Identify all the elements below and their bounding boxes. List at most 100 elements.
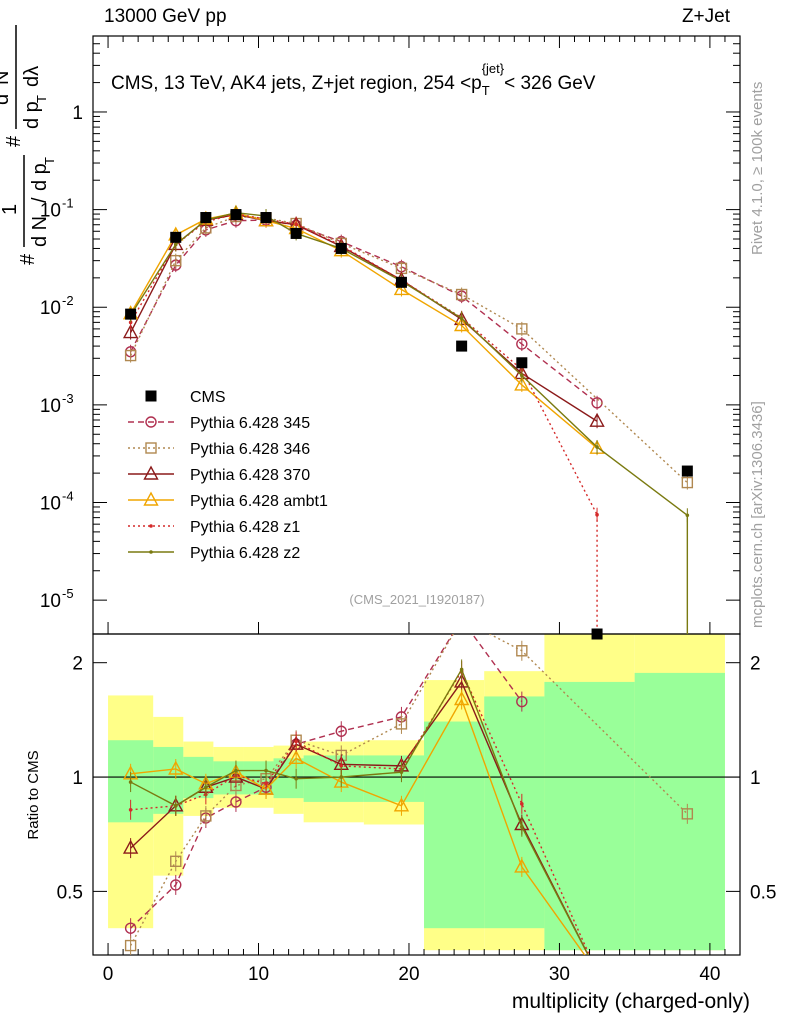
main-point-s3-p9 (514, 376, 530, 391)
legend-marker-6 (149, 550, 153, 554)
ratio-point-s5-p3 (234, 768, 238, 773)
main-point-s1-p9 (516, 323, 528, 335)
chart-watermark: (CMS_2021_I1920187) (349, 592, 484, 607)
ylabel-one: 1 (0, 204, 21, 215)
ylabel-dlam: dλ (21, 66, 43, 87)
ylabel-n: N (0, 71, 13, 85)
ratio-series-group (122, 614, 694, 977)
main-point-s5-p8 (459, 316, 464, 321)
chart-title-sup: {jet} (482, 61, 505, 76)
main-line-series-4 (130, 213, 598, 516)
ratio-point-s0-p6 (335, 725, 347, 737)
legend-label-2: Pythia 6.428 346 (190, 441, 310, 458)
main-point-s5-p9 (520, 373, 524, 378)
ratio-point-s0-p9 (516, 695, 528, 708)
x-tick-label-2: 20 (398, 964, 419, 985)
ratio-point-s3-p8 (453, 691, 470, 706)
ratio-point-s2-p8 (453, 673, 470, 688)
ratio-point-s3-p4 (258, 780, 274, 795)
rivet-label: Rivet 4.1.0, ≥ 100k events (749, 82, 766, 255)
ratio-y-tick-label-0: 0.5 (57, 882, 83, 903)
legend-label-0: CMS (190, 389, 226, 406)
main-data-point-5 (290, 227, 302, 239)
legend-label-5: Pythia 6.428 z1 (190, 519, 300, 536)
ylabel-hash: # (17, 253, 39, 265)
ratio-point-s0-p3 (230, 796, 242, 808)
main-line-series-5 (130, 211, 688, 516)
chart-title-sub: T (482, 83, 490, 98)
ratio-point-s2-p0 (122, 839, 139, 854)
ratio-point-s0-p1 (170, 879, 182, 891)
chart-title: CMS, 13 TeV, AK4 jets, Z+jet region, 254… (111, 61, 596, 98)
main-y-tick-label-5: 10 (40, 591, 61, 612)
ratio-point-s3-p9 (514, 858, 530, 873)
main-data-point-4 (260, 212, 272, 224)
legend-label-6: Pythia 6.428 z2 (190, 545, 300, 562)
ratio-point-s3-p10 (591, 965, 604, 977)
ylabel-d2n: d (0, 94, 13, 105)
ratio-point-s1-p11 (681, 808, 694, 820)
x-tick-label-4: 40 (699, 964, 720, 985)
ratio-point-s0-p8 (457, 614, 467, 624)
ratio-point-s0-p0 (124, 922, 137, 934)
main-point-s1-p0 (124, 349, 137, 362)
main-data-point-2 (200, 212, 212, 224)
ratio-point-s4-p6 (339, 764, 344, 768)
main-point-s4-p5 (294, 222, 298, 226)
main-point-s0-p9 (516, 338, 528, 350)
ratio-point-s4-p9 (520, 802, 524, 806)
ylabel-dn: d N (29, 216, 51, 247)
ratio-y-tick-label-right-2: 2 (750, 654, 761, 675)
header-right-process: Z+Jet (681, 6, 730, 27)
ratio-point-s5-p10 (595, 971, 599, 975)
ratio-point-s3-p1 (168, 760, 184, 775)
ratio-point-s5-p2 (204, 785, 208, 790)
ratio-point-s4-p4 (264, 781, 268, 786)
ratio-y-axis-label: Ratio to CMS (25, 750, 42, 839)
ratio-point-s5-p5 (294, 776, 298, 781)
ratio-point-s1-p9 (516, 645, 528, 657)
legend-label-4: Pythia 6.428 ambt1 (190, 493, 328, 510)
main-data-point-0 (125, 308, 137, 320)
legend-marker-2 (145, 442, 157, 454)
main-point-s5-p1 (173, 242, 178, 247)
main-data-point-3 (230, 209, 242, 221)
ylabel-dpt2: d p (21, 101, 43, 129)
ratio-line-series-0 (130, 634, 523, 929)
band-inner-bin-9 (484, 696, 545, 929)
ratio-frame (92, 633, 741, 956)
main-y-tick-label-2: 10 (40, 298, 61, 319)
x-tick-label-1: 10 (248, 964, 269, 985)
main-point-s1-p1 (170, 254, 182, 267)
ylabel-two: 2 (0, 86, 3, 93)
ratio-point-s4-p0 (128, 807, 133, 812)
x-tick-label-3: 30 (549, 964, 570, 985)
main-data-point-8 (456, 340, 468, 352)
main-y-tick-exp-4: -4 (62, 489, 74, 504)
main-y-tick-label-1: 10 (40, 201, 61, 222)
main-point-s5-p10 (595, 445, 599, 449)
main-point-s1-p11 (681, 476, 694, 489)
ratio-y-tick-label-1: 1 (72, 768, 83, 789)
legend-label-3: Pythia 6.428 370 (190, 467, 310, 484)
chart-title-main: CMS, 13 TeV, AK4 jets, Z+jet region, 254… (111, 73, 482, 94)
ylabel-t1: T (42, 157, 57, 165)
ylabel-slash: / (29, 197, 51, 203)
main-line-series-0 (129, 219, 598, 404)
legend-marker-3 (143, 465, 159, 480)
ratio-point-s1-p0 (124, 939, 137, 952)
ratio-point-s3-p5 (288, 749, 304, 765)
chart-title-end: < 326 GeV (504, 73, 596, 94)
main-line-series-1 (129, 215, 688, 484)
main-series-group (122, 204, 694, 640)
legend-marker-4 (143, 491, 159, 506)
ratio-point-s5-p8 (459, 667, 464, 672)
main-y-tick-exp-2: -2 (62, 293, 74, 308)
ratio-point-s5-p1 (173, 803, 178, 808)
legend-marker-5 (149, 524, 153, 528)
main-y-tick-label-3: 10 (40, 396, 61, 417)
ylabel-dpt: d p (29, 163, 51, 191)
ratio-point-s2-p10 (591, 965, 604, 977)
ratio-y-tick-label-right-1: 1 (750, 768, 761, 789)
